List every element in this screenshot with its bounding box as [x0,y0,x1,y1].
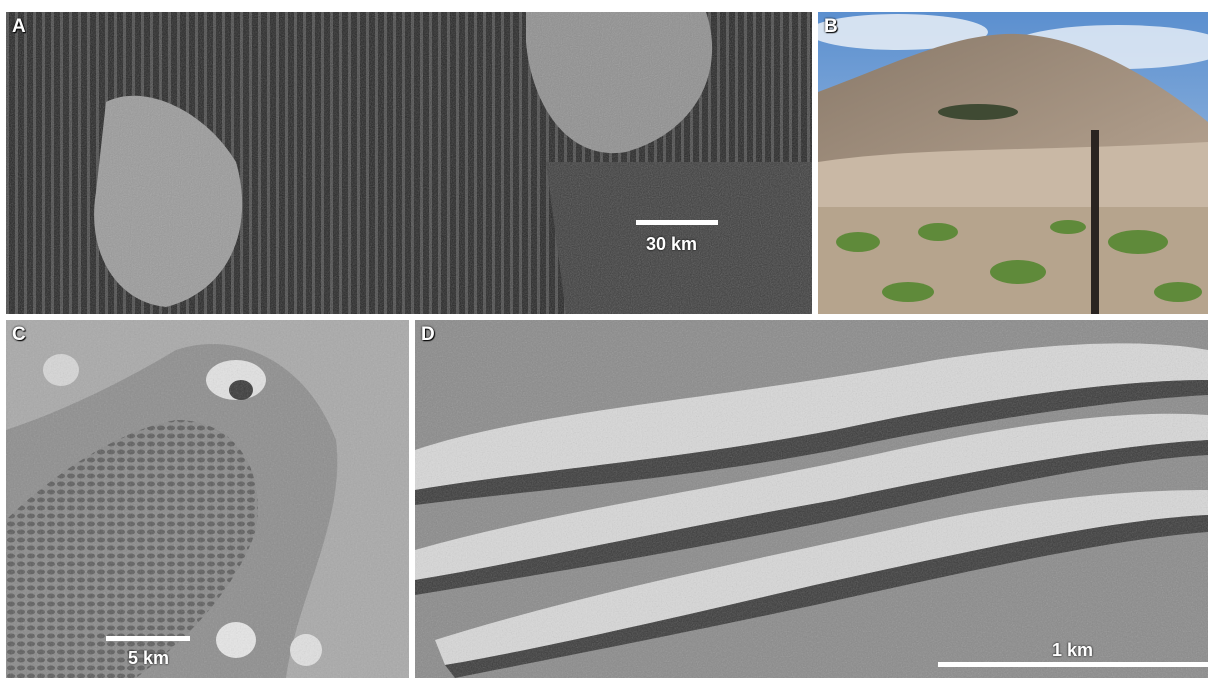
panel-a-label: A [12,16,26,37]
panel-a-radar-dunes: A 30 km [6,12,812,314]
panel-d-yardangs: D 1 km [415,320,1208,678]
panel-a-scale-label: 30 km [646,234,698,254]
panel-c-image [6,320,409,678]
panel-d-scale-label: 1 km [1052,640,1094,660]
panel-c-scale-label: 5 km [128,648,170,668]
panel-b-image [818,12,1208,314]
panel-d-label: D [421,324,435,345]
panel-c-mars-dune-field: C 5 km [6,320,409,678]
panel-c-label: C [12,324,26,345]
panel-d-image [415,320,1208,678]
panel-b-dune-photo: B [818,12,1208,314]
panel-a-image [6,12,812,314]
panel-b-label: B [824,16,838,37]
